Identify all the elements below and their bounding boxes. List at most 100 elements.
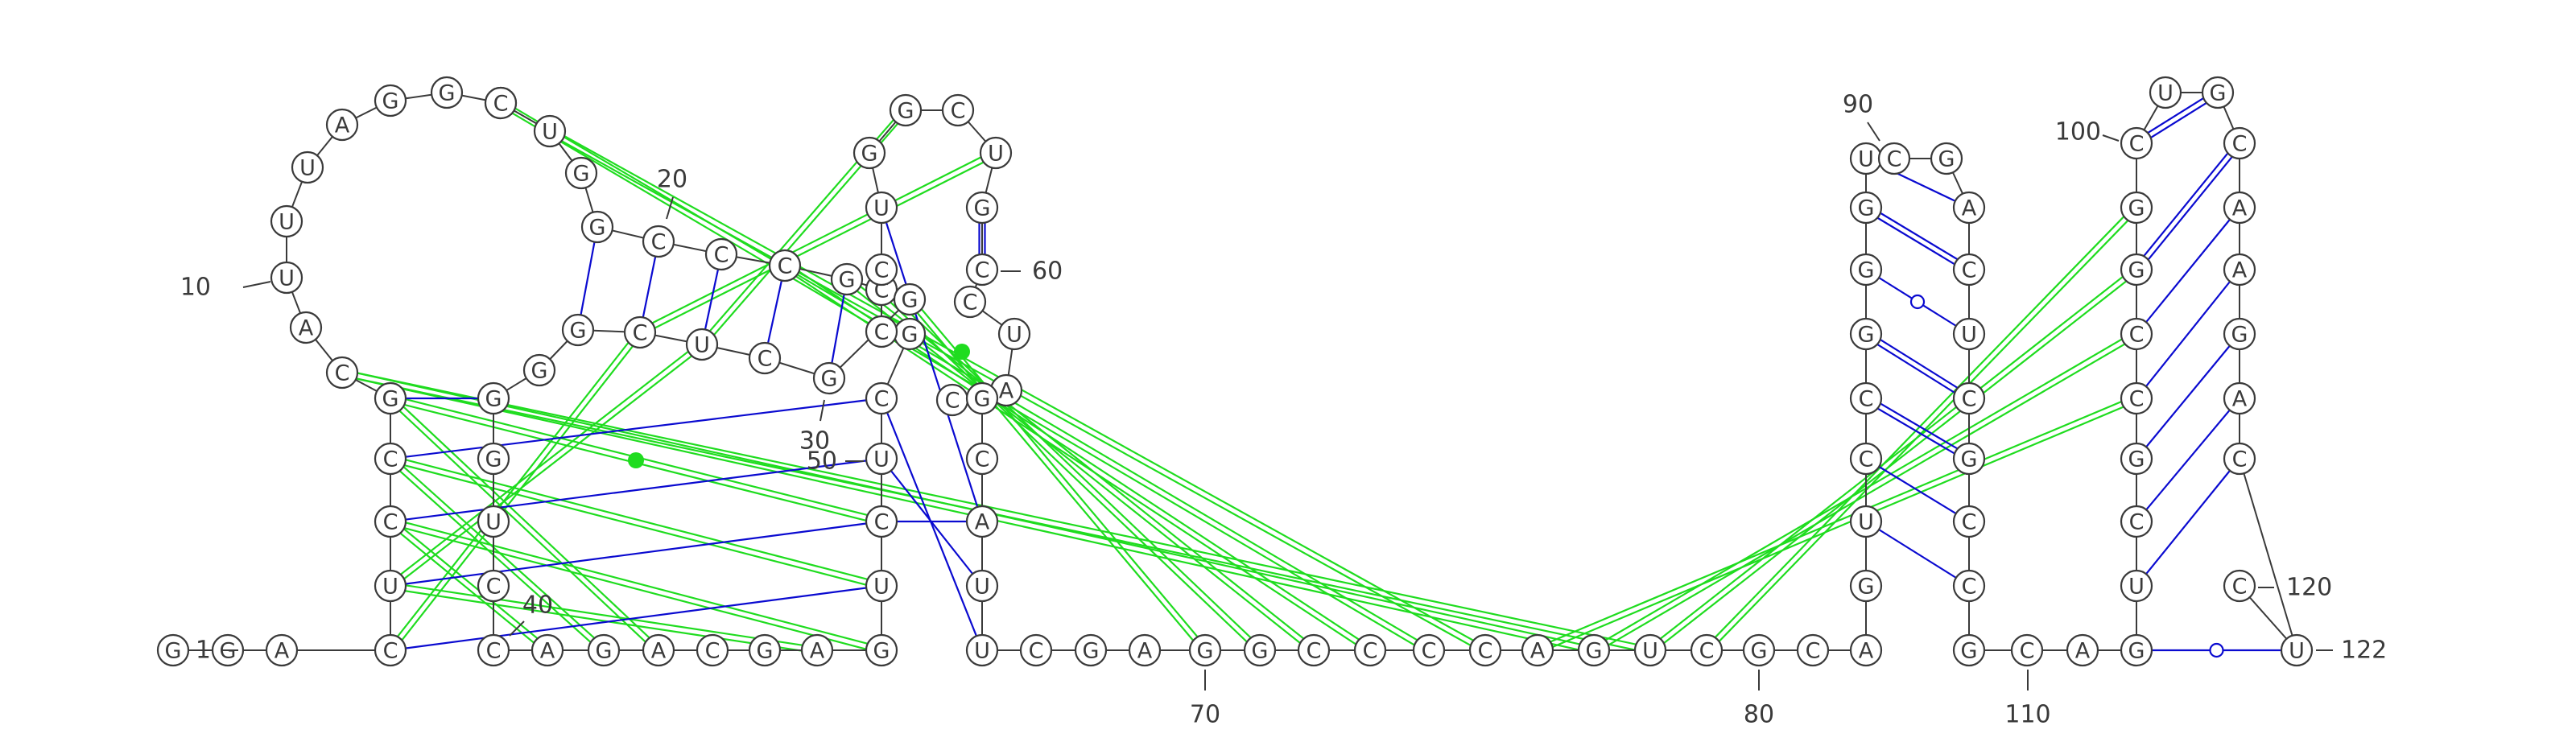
nucleotide-109: C xyxy=(2120,381,2153,415)
nucleotide-11: U xyxy=(270,261,303,295)
nucleotide-letter: C xyxy=(335,361,350,386)
nucleotide-letter: C xyxy=(945,389,960,414)
nucleotide-letter: G xyxy=(485,387,502,412)
nucleotide-31: C xyxy=(623,315,657,349)
position-label: 10 xyxy=(180,274,211,302)
pseudoknot-link xyxy=(387,399,658,653)
nucleotide-letter: G xyxy=(1961,447,1978,472)
nucleotide-3: A xyxy=(265,633,299,667)
nucleotide-letter: C xyxy=(975,258,990,283)
nucleotide-69: C xyxy=(1019,633,1053,667)
gu-wobble-marker xyxy=(1909,294,1926,310)
nucleotide-29: C xyxy=(748,341,782,375)
nucleotide-letter: U xyxy=(1006,323,1022,348)
position-label: 1 xyxy=(196,637,211,665)
nucleotide-5: U xyxy=(374,569,407,603)
nucleotide-104: A xyxy=(2066,633,2099,667)
nucleotide-letter: G xyxy=(2128,447,2145,472)
nucleotide-letter: G xyxy=(2128,639,2145,664)
pseudoknot-link xyxy=(390,455,883,584)
nucleotide-60: C xyxy=(953,285,987,319)
gc-pair-link xyxy=(1867,204,1971,268)
position-tick xyxy=(242,281,271,288)
nucleotide-70: G xyxy=(1074,633,1108,667)
pseudoknot-node xyxy=(628,452,644,468)
nucleotide-letter: C xyxy=(493,92,509,117)
nucleotide-letter: A xyxy=(999,379,1014,404)
nucleotide-65: C xyxy=(965,442,999,476)
nucleotide-23: C xyxy=(704,237,738,271)
pseudoknot-link xyxy=(1651,270,2139,653)
au-pair-link xyxy=(828,278,848,379)
nucleotide-letter: C xyxy=(2129,132,2145,157)
nucleotide-36: U xyxy=(477,505,510,538)
nucleotide-1: G xyxy=(156,633,190,667)
nucleotide-9: C xyxy=(325,356,359,390)
nucleotide-32: G xyxy=(561,313,595,347)
pseudoknot-link xyxy=(389,460,881,590)
nucleotide-123: C xyxy=(2223,569,2256,603)
nucleotide-letter: G xyxy=(596,639,613,664)
nucleotide-letter: G xyxy=(974,196,991,221)
nucleotide-30: U xyxy=(685,328,719,361)
nucleotide-letter: U xyxy=(873,447,890,472)
nucleotide-45: G xyxy=(865,633,898,667)
nucleotide-letter: U xyxy=(974,639,990,664)
nucleotide-63: C xyxy=(935,383,969,417)
nucleotide-letter: G xyxy=(1858,258,1875,283)
nucleotide-80: U xyxy=(1633,633,1667,667)
nucleotide-letter: G xyxy=(974,387,991,412)
nucleotide-letter: U xyxy=(382,575,398,600)
nucleotide-letter: C xyxy=(486,575,502,600)
nucleotide-40: G xyxy=(587,633,621,667)
nucleotide-letter: G xyxy=(902,323,919,348)
nucleotide-letter: C xyxy=(874,387,890,412)
nucleotide-letter: C xyxy=(714,243,729,268)
nucleotide-53: U xyxy=(865,191,898,225)
nucleotide-letter: A xyxy=(2232,387,2248,412)
nucleotide-letter: C xyxy=(651,230,667,255)
nucleotide-19: U xyxy=(533,114,567,148)
pseudoknot-link xyxy=(341,374,1594,654)
nucleotide-letter: G xyxy=(2128,196,2145,221)
gc-pair-link xyxy=(1867,395,1971,457)
position-tick xyxy=(509,620,525,637)
au-pair-link xyxy=(1865,521,1970,587)
nucleotide-115: G xyxy=(2201,76,2235,109)
position-tick xyxy=(819,399,825,422)
nucleotide-81: C xyxy=(1690,633,1724,667)
nucleotide-97: U xyxy=(1952,317,1986,351)
nucleotide-letter: G xyxy=(1751,639,1768,664)
pseudoknot-link xyxy=(391,395,662,649)
nucleotide-letter: G xyxy=(439,81,456,106)
position-label: 80 xyxy=(1744,701,1774,729)
nucleotide-letter: U xyxy=(2289,639,2305,664)
nucleotide-letter: C xyxy=(1859,447,1874,472)
pseudoknot-link xyxy=(391,518,550,649)
nucleotide-12: U xyxy=(270,204,303,238)
nucleotide-letter: U xyxy=(873,196,890,221)
au-pair-link xyxy=(2136,458,2240,587)
pseudoknot-node xyxy=(954,344,970,360)
pseudoknot-link xyxy=(388,522,547,653)
pseudoknot-link xyxy=(387,460,603,653)
nucleotide-letter: A xyxy=(2232,196,2248,221)
nucleotide-27: G xyxy=(893,282,927,316)
nucleotide-letter: G xyxy=(757,639,774,664)
pseudoknot-link xyxy=(390,517,883,649)
nucleotide-110: C xyxy=(2120,317,2153,351)
nucleotide-14: A xyxy=(325,108,359,142)
nucleotide-letter: U xyxy=(873,575,890,600)
nucleotide-105: G xyxy=(2120,633,2153,667)
pseudoknot-link xyxy=(389,523,881,654)
pseudoknot-link xyxy=(641,155,998,336)
nucleotide-letter: A xyxy=(275,639,290,664)
nucleotide-letter: G xyxy=(531,359,548,384)
pseudoknot-link xyxy=(342,369,1651,649)
nucleotide-33: G xyxy=(522,353,556,387)
gc-pair-link xyxy=(2134,89,2217,142)
au-pair-link xyxy=(2136,207,2240,335)
nucleotide-letter: G xyxy=(821,367,838,392)
nucleotide-letter: U xyxy=(694,333,710,358)
